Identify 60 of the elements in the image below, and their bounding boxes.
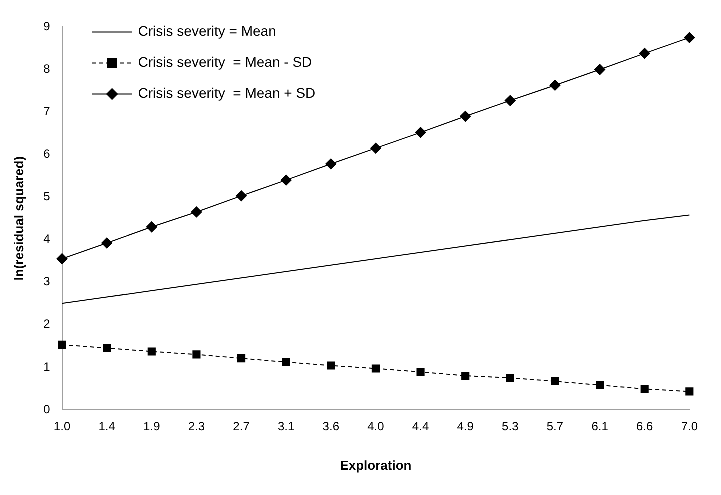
y-tick-label: 1 <box>44 360 51 374</box>
point <box>103 344 112 352</box>
point <box>148 348 156 356</box>
point <box>416 368 425 376</box>
x-tick-label: 4.4 <box>412 420 430 434</box>
point <box>192 350 201 359</box>
x-tick-label: 2.3 <box>188 420 206 434</box>
y-axis-title: ln(residual squared) <box>11 156 26 281</box>
x-tick-label: 3.1 <box>278 420 296 434</box>
legend-label: Crisis severity = Mean - SD <box>138 54 312 70</box>
x-tick-label: 1.0 <box>54 420 71 434</box>
point <box>460 111 472 122</box>
y-tick-label: 5 <box>44 190 51 204</box>
point <box>282 358 290 366</box>
x-tick-label: 5.7 <box>546 420 564 434</box>
point <box>58 340 66 349</box>
x-tick-label: 6.6 <box>636 420 654 434</box>
point <box>372 364 380 373</box>
y-tick-label: 4 <box>44 232 51 246</box>
legend-label: Crisis severity = Mean <box>138 23 276 40</box>
point <box>596 381 604 390</box>
x-axis-title: Exploration <box>340 458 412 473</box>
legend-label: Crisis severity = Mean + SD <box>138 85 316 102</box>
point <box>551 377 560 386</box>
point <box>639 48 650 60</box>
point <box>686 388 694 396</box>
y-tick-label: 8 <box>44 62 51 76</box>
point <box>191 206 202 218</box>
y-tick-label: 2 <box>44 317 51 332</box>
x-tick-label: 6.1 <box>592 420 609 434</box>
point <box>550 80 561 91</box>
point <box>326 158 337 170</box>
y-tick-label: 3 <box>44 274 51 289</box>
x-tick-label: 2.7 <box>233 420 250 434</box>
point <box>415 127 426 138</box>
x-tick-label: 3.6 <box>322 420 340 434</box>
x-tick-label: 5.3 <box>502 420 520 434</box>
x-tick-label: 4.9 <box>457 420 474 434</box>
x-tick-label: 1.4 <box>98 420 116 434</box>
y-tick-label: 6 <box>44 147 51 162</box>
point <box>146 222 158 233</box>
y-tick-label: 0 <box>44 402 51 416</box>
point <box>370 142 382 154</box>
point <box>237 354 246 363</box>
point <box>504 95 516 106</box>
point <box>684 32 696 44</box>
y-tick-label: 9 <box>44 20 51 34</box>
point <box>640 385 649 394</box>
point <box>462 372 470 380</box>
y-tick-label: 7 <box>44 104 51 119</box>
point <box>102 238 113 249</box>
point <box>56 254 68 265</box>
point <box>280 174 292 186</box>
point <box>506 374 514 382</box>
point <box>327 362 336 370</box>
point <box>236 190 248 202</box>
x-tick-label: 7.0 <box>681 420 698 434</box>
x-tick-label: 1.9 <box>144 420 161 434</box>
x-tick-label: 4.0 <box>368 420 385 434</box>
point <box>594 64 606 76</box>
